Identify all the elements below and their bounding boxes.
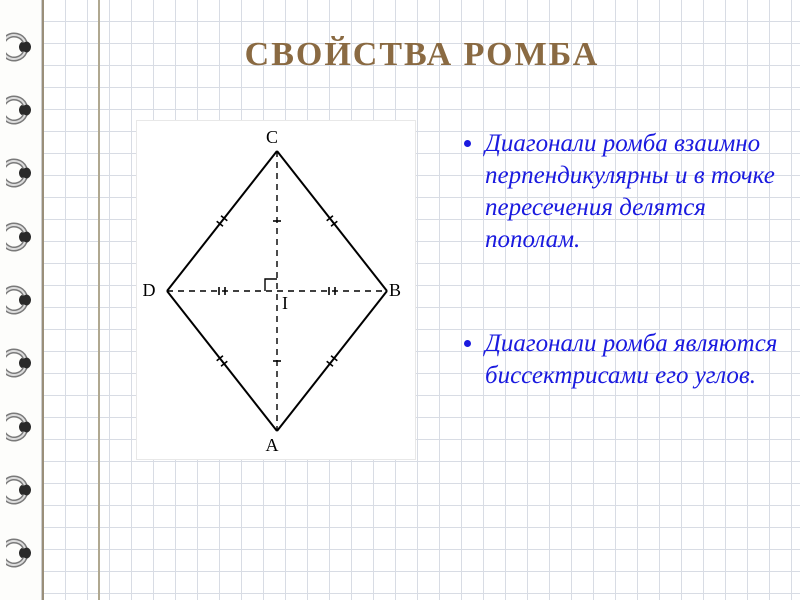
spiral-ring [6,222,36,252]
spiral-ring [6,348,36,378]
svg-text:D: D [143,280,156,300]
svg-text:C: C [266,127,278,147]
bullet-text: Диагонали ромба являются биссектрисами е… [485,328,800,392]
rhombus-svg: C B A D I [137,121,417,461]
spiral-ring [6,538,36,568]
spiral-ring [6,158,36,188]
page-title: СВОЙСТВА РОМБА [44,36,800,74]
bullet-text: Диагонали ромба взаимно перпендикулярны … [485,128,800,256]
list-item: Диагонали ромба являются биссектрисами е… [464,328,800,392]
spiral-ring [6,32,36,62]
notebook-page: СВОЙСТВА РОМБА C B A D I Диагонали ромба вза… [42,0,800,600]
spiral-ring [6,412,36,442]
margin-line [98,0,100,600]
bullet-list: Диагонали ромба взаимно перпендикулярны … [464,128,800,464]
svg-text:I: I [282,293,288,313]
svg-text:B: B [389,280,401,300]
spiral-ring [6,285,36,315]
spiral-ring [6,475,36,505]
spiral-ring [6,95,36,125]
list-item: Диагонали ромба взаимно перпендикулярны … [464,128,800,256]
rhombus-diagram: C B A D I [136,120,416,460]
bullet-dot [464,340,471,347]
svg-text:A: A [266,435,279,455]
bullet-dot [464,140,471,147]
spiral-binding [0,0,42,600]
